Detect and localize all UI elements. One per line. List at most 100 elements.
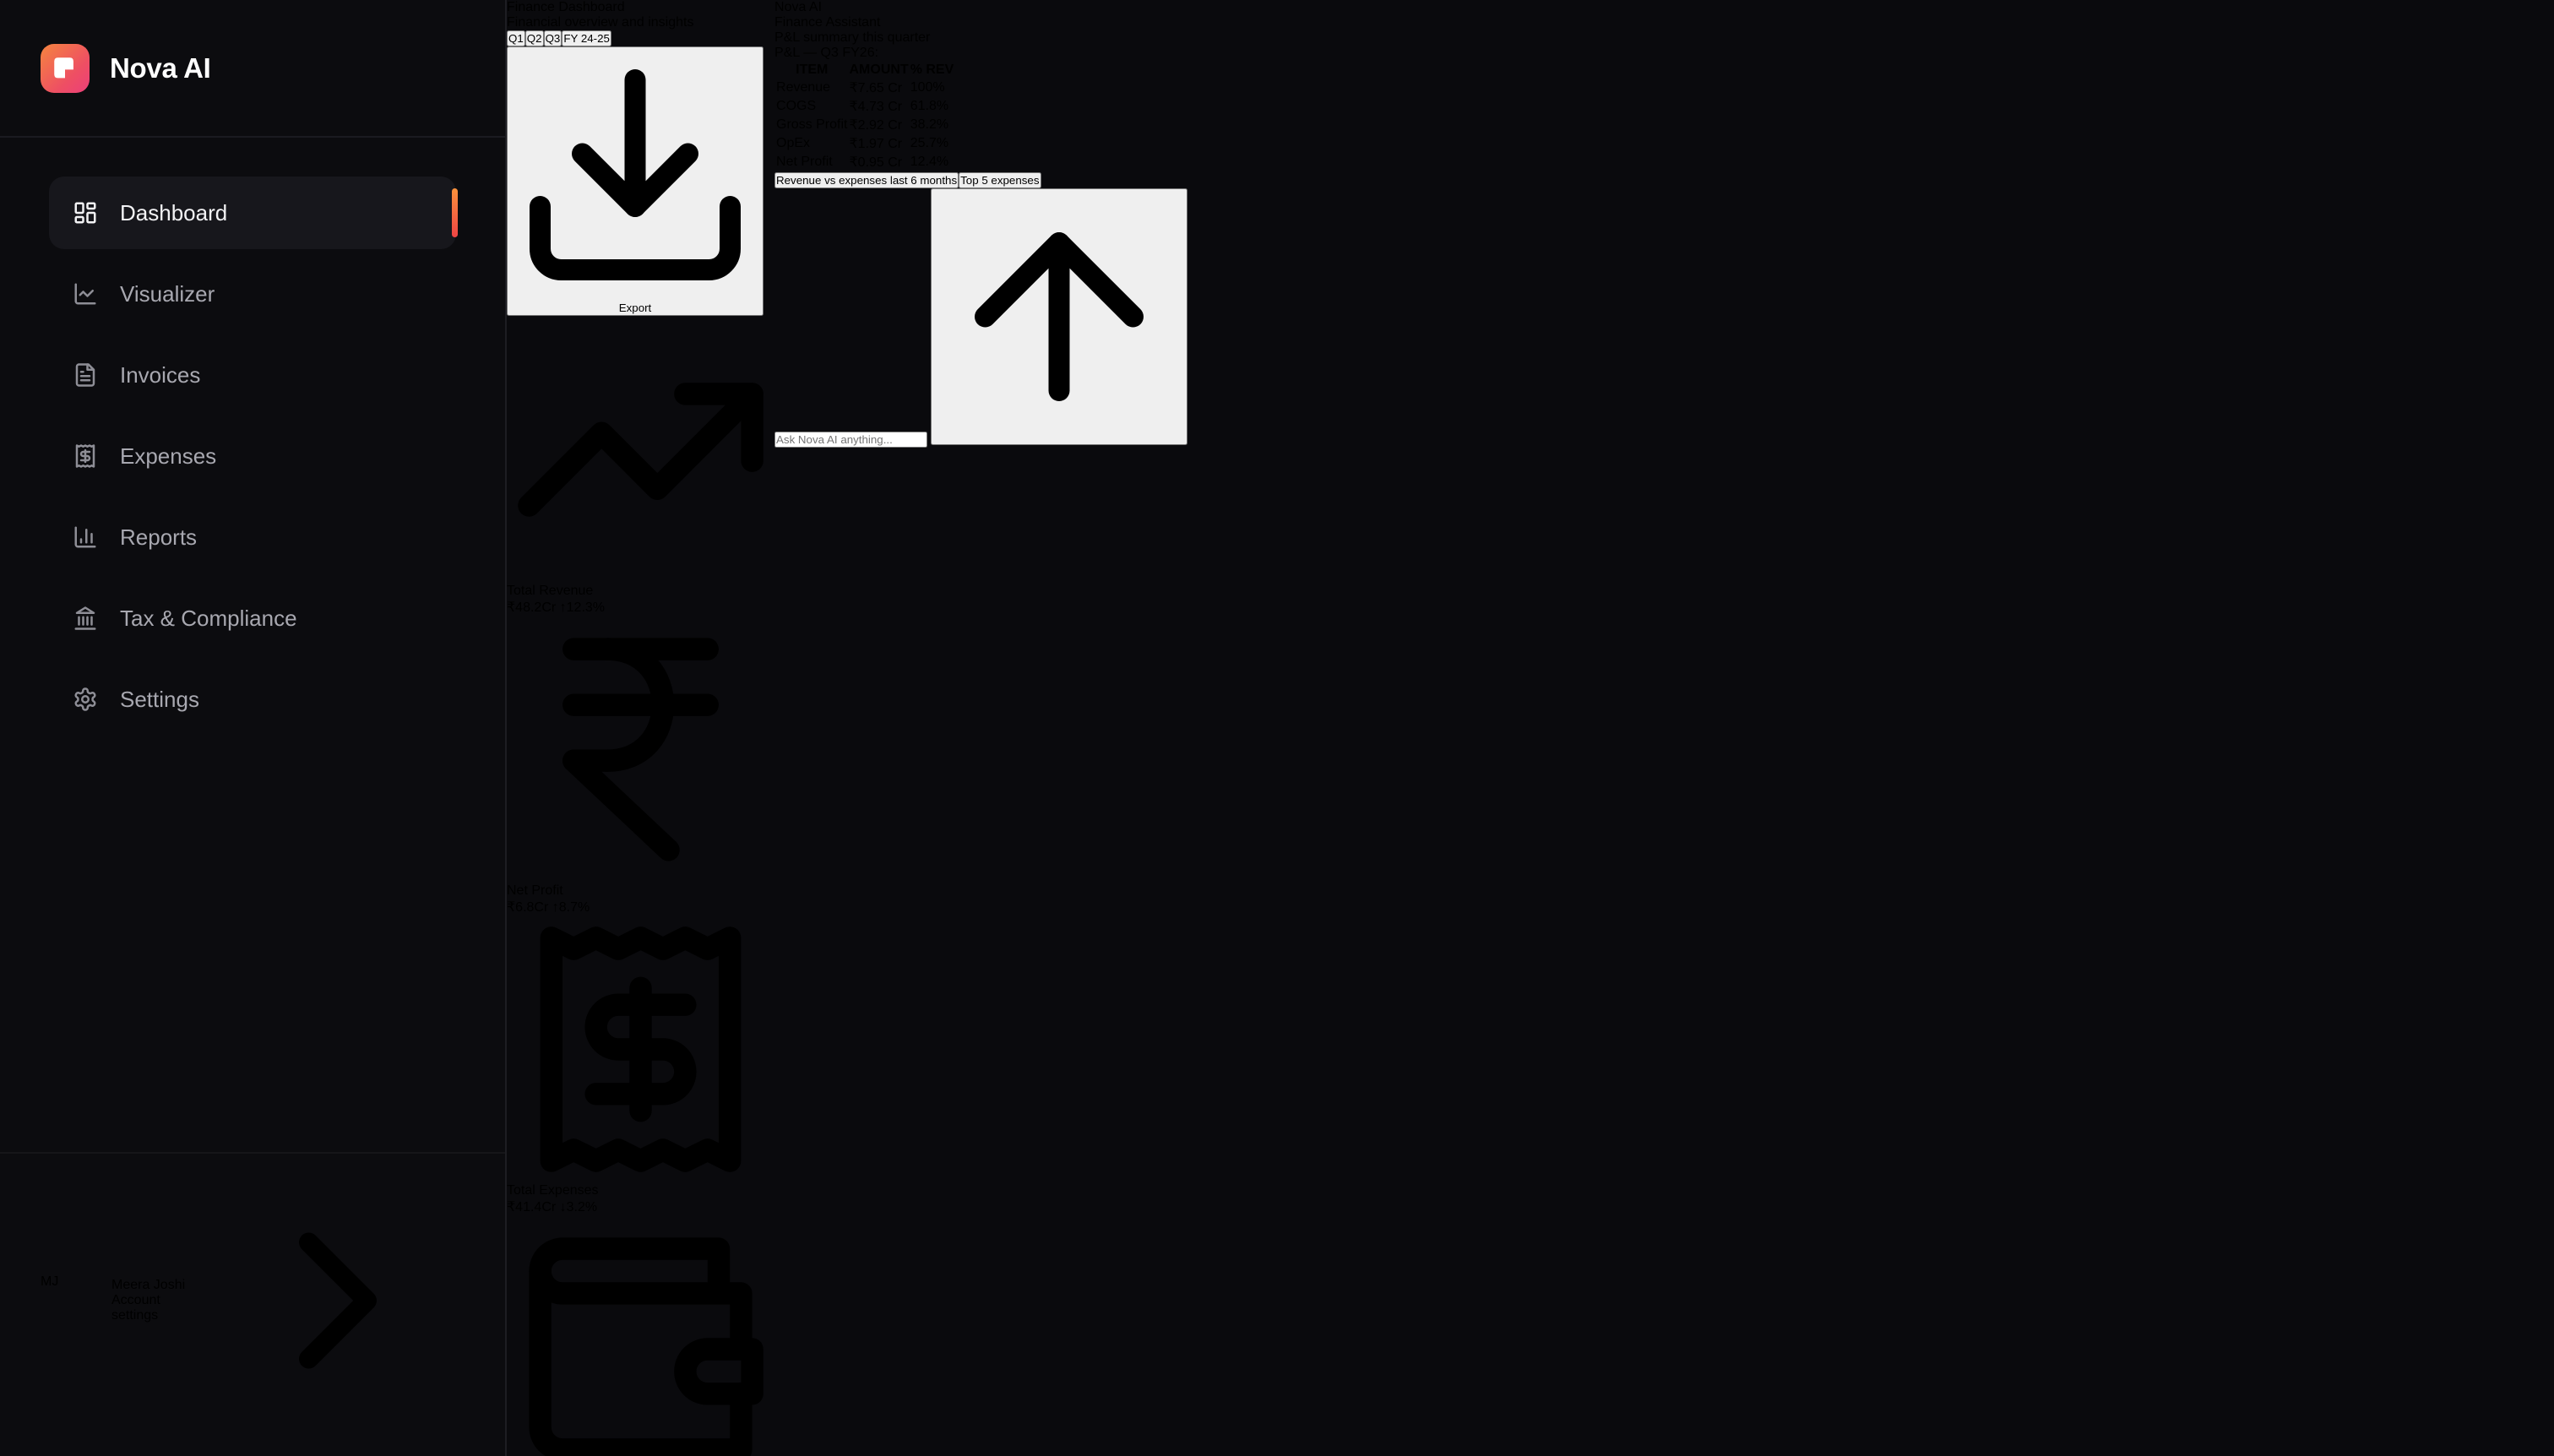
page-subtitle: Financial overview and insights (507, 15, 694, 30)
kpi-card: Total Revenue ₹48.2Cr ↑12.3% (507, 316, 774, 616)
assistant-panel: Nova AI Finance Assistant P&L summary th… (774, 0, 1188, 1456)
export-label: Export (618, 302, 652, 314)
pnl-table-row: COGS ₹4.73 Cr 61.8% (776, 98, 954, 115)
suggestion-chip[interactable]: Revenue vs expenses last 6 months (774, 172, 959, 188)
pnl-table-item: COGS (776, 99, 817, 113)
nova-ai-logo-icon (41, 43, 90, 93)
brand-name: Nova AI (110, 52, 211, 84)
sidebar-item-label: Visualizer (120, 280, 215, 307)
pnl-table-pct: 61.8% (910, 99, 949, 113)
pnl-table-amount: ₹0.95 Cr (849, 155, 903, 170)
kpi-card: Cash In Hand ₹2.1Cr ↓5.1% (507, 1215, 774, 1456)
gear-icon (73, 687, 98, 712)
assistant-header: Nova AI Finance Assistant (774, 0, 1187, 30)
pnl-table-pct: 38.2% (910, 117, 949, 132)
account-settings-row[interactable]: MJ Meera Joshi Account settings (0, 1152, 505, 1456)
receipt-icon (507, 915, 774, 1183)
pnl-table-item: OpEx (776, 136, 811, 150)
pnl-table-item: Revenue (776, 80, 831, 95)
pnl-table-item: Gross Profit (776, 117, 848, 132)
page-header: Finance Dashboard Financial overview and… (507, 0, 774, 316)
pnl-table-header-cell: % REV (910, 62, 954, 77)
pnl-table: ITEM AMOUNT% REV Revenue ₹7.65 Cr 100% CO… (774, 61, 955, 172)
user-name: Meera Joshi (111, 1278, 186, 1292)
sidebar-item[interactable]: Visualizer (49, 258, 456, 330)
kpi-value: ₹41.4Cr (507, 1200, 557, 1215)
kpi-card: Net Profit ₹6.8Cr ↑8.7% (507, 616, 774, 915)
sidebar-item-label: Reports (120, 524, 198, 550)
kpi-label: Total Revenue (507, 584, 594, 599)
landmark-icon (73, 606, 98, 631)
quarter-tab[interactable]: FY 24-25 (562, 30, 611, 46)
sidebar-item[interactable]: Reports (49, 501, 456, 573)
pnl-table-amount: ₹4.73 Cr (849, 100, 903, 114)
pnl-table-row: Revenue ₹7.65 Cr 100% (776, 79, 954, 96)
wallet-icon (507, 1215, 774, 1456)
quarter-tabs: Q1 Q2 Q3 FY 24-25 (507, 30, 774, 46)
sidebar-item[interactable]: Expenses (49, 420, 456, 492)
rupee-icon (507, 616, 774, 883)
sidebar-item-label: Invoices (120, 361, 201, 388)
quarter-tab[interactable]: Q3 (543, 30, 562, 46)
download-icon (508, 48, 762, 302)
suggestion-chips: Revenue vs expenses last 6 months Top 5 e… (774, 172, 1187, 188)
send-button[interactable] (931, 188, 1188, 445)
pnl-table-pct: 100% (910, 80, 945, 95)
main-content: Finance Dashboard Financial overview and… (507, 0, 774, 1456)
chat-input[interactable] (774, 432, 928, 448)
pnl-table-amount: ₹2.92 Cr (849, 118, 903, 133)
pnl-table-amount: ₹1.97 Cr (849, 137, 903, 151)
suggestion-chip[interactable]: Top 5 expenses (959, 172, 1041, 188)
pnl-table-row: Net Profit ₹0.95 Cr 12.4% (776, 154, 954, 171)
sidebar-item[interactable]: Dashboard (49, 177, 458, 249)
sidebar-item-label: Dashboard (120, 199, 228, 225)
chat-input-wrap (774, 188, 1188, 448)
user-message-bubble: P&L summary this quarter (774, 30, 931, 45)
kpi-value: ₹48.2Cr (507, 600, 557, 616)
trending-up-icon (507, 316, 774, 584)
chat-footer: Revenue vs expenses last 6 months Top 5 e… (774, 172, 1188, 448)
assistant-reply-heading: P&L — Q3 FY26: (774, 46, 879, 60)
export-button[interactable]: Export (507, 46, 763, 316)
pnl-table-header-cell: ITEM (796, 62, 829, 77)
sidebar: Nova AI Dashboard Visualizer Invoices (0, 0, 507, 1456)
brand: Nova AI (0, 0, 505, 138)
quarter-tab[interactable]: Q1 (507, 30, 525, 46)
sidebar-item-label: Expenses (120, 443, 217, 469)
sidebar-nav: Dashboard Visualizer Invoices Expenses (0, 138, 505, 1152)
pnl-table-item: Net Profit (776, 155, 833, 169)
kpi-card: Total Expenses ₹41.4Cr ↓3.2% (507, 915, 774, 1215)
pnl-table-amount: ₹7.65 Cr (849, 81, 903, 95)
page-title: Finance Dashboard (507, 0, 625, 14)
pnl-table-row: Gross Profit ₹2.92 Cr 38.2% (776, 117, 954, 133)
file-text-icon (73, 362, 98, 388)
pnl-table-pct: 25.7% (910, 136, 949, 150)
pnl-table-header-cell: AMOUNT (849, 62, 909, 77)
arrow-up-icon (932, 190, 1186, 443)
active-indicator (452, 188, 458, 237)
user-subtitle: Account settings (111, 1293, 160, 1323)
kpi-delta-badge: ↓3.2% (559, 1200, 598, 1215)
chart-line-icon (73, 281, 98, 307)
sidebar-item[interactable]: Settings (49, 663, 456, 736)
kpi-delta-badge: ↑8.7% (552, 900, 590, 915)
sidebar-item-label: Settings (120, 686, 199, 712)
sidebar-item[interactable]: Invoices (49, 339, 456, 411)
assistant-role: Finance Assistant (774, 15, 881, 30)
quarter-tab[interactable]: Q2 (524, 30, 544, 46)
sidebar-item-label: Tax & Compliance (120, 605, 297, 631)
chevron-right-icon (221, 1184, 454, 1417)
avatar: MJ (41, 1274, 59, 1289)
receipt-icon (73, 443, 98, 469)
dashboard-icon (73, 200, 98, 225)
sidebar-item[interactable]: Tax & Compliance (49, 582, 456, 655)
kpi-label: Net Profit (507, 883, 563, 899)
pnl-table-pct: 12.4% (910, 155, 949, 169)
pnl-table-row: OpEx ₹1.97 Cr 25.7% (776, 135, 954, 152)
assistant-name: Nova AI (774, 0, 823, 14)
kpi-label: Total Expenses (507, 1183, 599, 1198)
chat-body: P&L summary this quarter P&L — Q3 FY26: … (774, 30, 1187, 172)
kpi-value: ₹6.8Cr (507, 900, 549, 915)
bar-chart-icon (73, 524, 98, 550)
